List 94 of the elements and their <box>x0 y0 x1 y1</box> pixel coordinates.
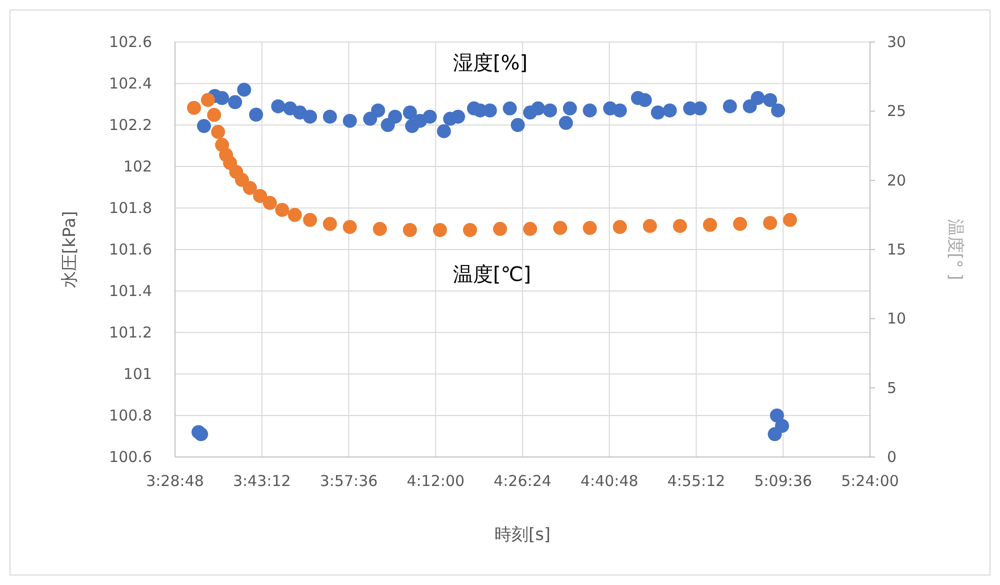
point <box>363 112 378 126</box>
point <box>638 93 652 108</box>
point <box>783 212 798 227</box>
point <box>662 103 677 118</box>
x-tick-label: 4:55:12 <box>667 472 726 490</box>
point <box>196 119 211 134</box>
y-tick-label: 102 <box>123 158 152 176</box>
point <box>237 82 252 97</box>
point <box>553 220 568 235</box>
y-tick-label: 101.4 <box>109 282 152 300</box>
y-tick-label: 100.6 <box>109 448 152 466</box>
point <box>771 103 786 118</box>
point <box>722 99 737 114</box>
point <box>502 101 517 116</box>
point <box>672 218 687 233</box>
y2-tick-label: 25 <box>887 102 906 120</box>
x-axis-title: 時刻[s] <box>494 525 551 545</box>
point <box>493 222 508 236</box>
point <box>432 222 447 237</box>
point <box>187 100 202 115</box>
point <box>371 103 386 118</box>
point <box>642 218 657 233</box>
x-tick-label: 4:40:48 <box>580 472 638 490</box>
y2-tick-label: 10 <box>887 310 906 328</box>
point <box>582 220 597 235</box>
y-axis-title: 水圧[kPa] <box>60 210 80 288</box>
point <box>228 95 242 110</box>
point <box>451 110 466 124</box>
y-tick-label: 101 <box>123 365 152 383</box>
point <box>275 202 290 217</box>
x-tick-label: 3:43:12 <box>232 472 291 490</box>
point <box>612 103 627 118</box>
y-tick-label: 101.8 <box>109 199 152 217</box>
y2-tick-label: 15 <box>887 240 906 258</box>
point <box>436 124 451 138</box>
x-tick-label: 3:28:48 <box>146 472 204 490</box>
x-tick-label: 4:12:00 <box>406 472 465 490</box>
point <box>303 110 318 124</box>
point <box>650 106 665 120</box>
series-label: 温度[℃] <box>452 262 532 286</box>
point <box>271 99 286 114</box>
y2-tick-label: 0 <box>887 448 897 466</box>
x-tick-label: 3:57:36 <box>320 472 378 490</box>
point <box>207 108 222 122</box>
point <box>388 110 402 124</box>
y2-tick-label: 5 <box>887 378 897 397</box>
y-tick-label: 102.2 <box>109 116 152 134</box>
point <box>763 93 778 108</box>
point <box>288 208 302 222</box>
y-tick-label: 102.6 <box>109 33 152 51</box>
point <box>322 216 337 231</box>
point <box>211 124 226 139</box>
x-tick-label: 5:09:36 <box>754 472 812 490</box>
point <box>750 91 765 106</box>
x-tick-label: 4:26:24 <box>494 472 552 490</box>
point <box>372 222 387 236</box>
point <box>253 188 268 203</box>
point <box>523 222 538 236</box>
point <box>543 103 558 118</box>
point <box>770 408 784 422</box>
point <box>402 222 417 237</box>
y-tick-label: 102.4 <box>109 74 152 92</box>
y2-axis-title: 温度[° ] <box>945 218 965 280</box>
point <box>194 427 208 442</box>
point <box>558 116 573 130</box>
point <box>733 216 748 231</box>
point <box>422 110 437 124</box>
point <box>562 101 577 116</box>
point <box>200 92 215 107</box>
point <box>242 180 257 195</box>
point <box>463 222 478 237</box>
y-tick-label: 100.8 <box>109 406 152 424</box>
point <box>763 216 778 230</box>
point <box>322 110 337 124</box>
x-tick-label: 5:24:00 <box>841 472 899 490</box>
point <box>703 218 718 232</box>
point <box>262 196 277 210</box>
y2-tick-label: 20 <box>887 171 906 190</box>
point <box>342 220 357 234</box>
y2-tick-label: 30 <box>887 33 906 51</box>
y-tick-label: 101.2 <box>109 324 152 342</box>
point <box>510 118 525 132</box>
point <box>215 91 230 106</box>
point <box>612 220 627 234</box>
y-tick-label: 101.6 <box>109 240 152 258</box>
point <box>742 99 757 114</box>
point <box>303 212 318 227</box>
series-label: 湿度[%] <box>452 50 528 75</box>
point <box>342 114 357 128</box>
point <box>531 101 546 116</box>
point <box>775 418 790 433</box>
point <box>582 103 597 118</box>
point <box>249 108 264 122</box>
point <box>402 106 417 120</box>
